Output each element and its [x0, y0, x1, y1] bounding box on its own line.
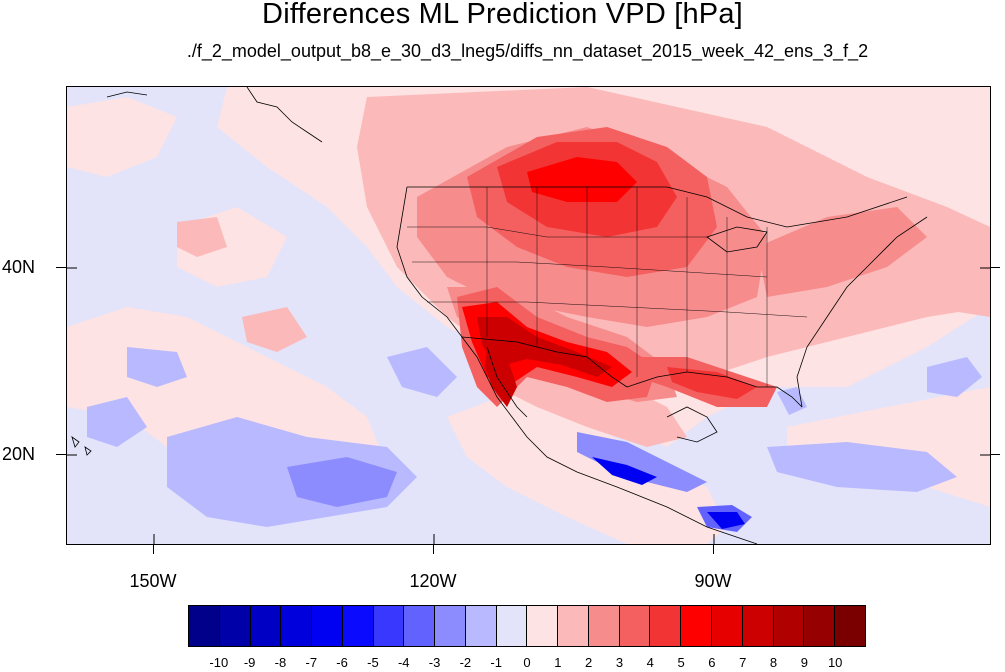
colorbar-box — [435, 606, 466, 646]
colorbar-box — [496, 606, 528, 646]
lat-label-20n: 20N — [2, 444, 36, 464]
colorbar-box — [527, 606, 559, 646]
colorbar-box — [189, 606, 220, 646]
coastline-and-borders — [396, 186, 928, 544]
field-pos6-plains — [527, 157, 637, 202]
colorbar-box — [465, 606, 497, 646]
colorbar-label: 8 — [769, 655, 778, 670]
colorbar-label: 1 — [554, 655, 562, 670]
field-pos3-northeast — [757, 207, 927, 297]
colorbar-label: -1 — [490, 655, 502, 670]
colorbar-label: 5 — [677, 655, 685, 670]
field-neg2-baja-coast — [387, 347, 457, 397]
lon-tick-90w — [713, 544, 714, 554]
yucatan — [666, 406, 718, 443]
field-pos2-pacific-patch — [242, 307, 307, 352]
lon-tick-120w — [433, 544, 434, 554]
colorbar-label: 7 — [739, 655, 747, 670]
map-interior-ticks — [67, 267, 990, 544]
colorbar-label: -5 — [367, 655, 379, 670]
colorbar-box — [250, 606, 282, 646]
colorbar-label: 2 — [585, 655, 593, 670]
field-neg3-pacific-south — [287, 457, 397, 507]
field-neg2-caribbean — [767, 442, 957, 492]
colorbar-box — [342, 606, 374, 646]
gulf-coast — [626, 371, 803, 408]
field-neg3-mexico-coast — [577, 432, 707, 492]
us-mexico-border — [461, 336, 628, 388]
lat-tick-40n-right — [990, 267, 1000, 268]
colorbar-label: -8 — [274, 655, 287, 670]
map-subtitle: ./f_2_model_output_b8_e_30_d3_lneg5/diff… — [186, 41, 869, 61]
us-canada-border — [407, 186, 908, 228]
colorbar-label: 4 — [646, 655, 654, 670]
colorbar-label: -7 — [305, 655, 318, 670]
great-lakes — [706, 226, 768, 253]
field-neg2-atlantic — [927, 357, 982, 397]
east-coast — [796, 216, 928, 408]
colorbar-label: 6 — [708, 655, 716, 670]
colorbar-label: -6 — [336, 655, 348, 670]
colorbar-box — [835, 606, 865, 646]
alaska-coast — [106, 87, 323, 143]
colorbar-label: -9 — [243, 655, 256, 670]
lat-tick-20n-right — [990, 454, 1000, 455]
vpd-difference-field — [67, 87, 990, 544]
colorbar-label: -10 — [209, 655, 229, 670]
colorbar-label: -3 — [428, 655, 441, 670]
field-neg6-mexico-coast — [592, 457, 657, 485]
west-coast — [396, 186, 758, 544]
lon-label-90w: 90W — [694, 571, 732, 591]
colorbar-box — [804, 606, 836, 646]
colorbar-box — [404, 606, 436, 646]
colorbar-box — [312, 606, 343, 646]
lon-label-150w: 150W — [129, 571, 177, 591]
lat-tick-20n-left — [56, 454, 66, 455]
colorbar-box — [650, 606, 682, 646]
field-pos1-nw-pacific — [67, 97, 177, 177]
colorbar-box — [558, 606, 589, 646]
colorbar-box — [281, 606, 313, 646]
colorbar-box — [742, 606, 774, 646]
lon-tick-150w — [153, 544, 154, 554]
map-title: Differences ML Prediction VPD [hPa] — [262, 0, 743, 30]
colorbar-box — [773, 606, 805, 646]
colorbar-box — [619, 606, 651, 646]
baja-peninsula — [486, 346, 528, 418]
field-pos5-gulf — [667, 367, 757, 399]
lat-tick-40n-left — [56, 267, 66, 268]
colorbar-box — [681, 606, 713, 646]
map-panel — [66, 86, 991, 545]
colorbar-label: 10 — [827, 655, 843, 670]
colorbar-label: 0 — [523, 655, 531, 670]
field-pos2-mexico — [487, 367, 687, 447]
colorbar-box — [219, 606, 251, 646]
field-neg6-central-america — [707, 512, 745, 529]
colorbar-label: 3 — [615, 655, 624, 670]
colorbar-label: 9 — [800, 655, 808, 670]
field-pos8-baja — [485, 347, 517, 407]
field-neg2-pacific-mid — [127, 347, 187, 387]
field-pos8-southwest — [477, 317, 612, 377]
lat-label-40n: 40N — [2, 257, 36, 277]
field-neg2-west-pacific — [87, 397, 147, 447]
state-boundaries — [407, 187, 808, 387]
colorbar-box — [712, 606, 743, 646]
hawaii-islands — [71, 435, 92, 456]
colorbar-box — [373, 606, 405, 646]
colorbar-label: -2 — [459, 655, 472, 670]
field-pos1-gulf — [447, 387, 727, 544]
colorbar — [188, 605, 866, 647]
colorbar-label: -4 — [397, 655, 410, 670]
field-pos2-pacific-patch2 — [177, 217, 227, 257]
colorbar-box — [588, 606, 620, 646]
lon-label-120w: 120W — [409, 571, 457, 591]
